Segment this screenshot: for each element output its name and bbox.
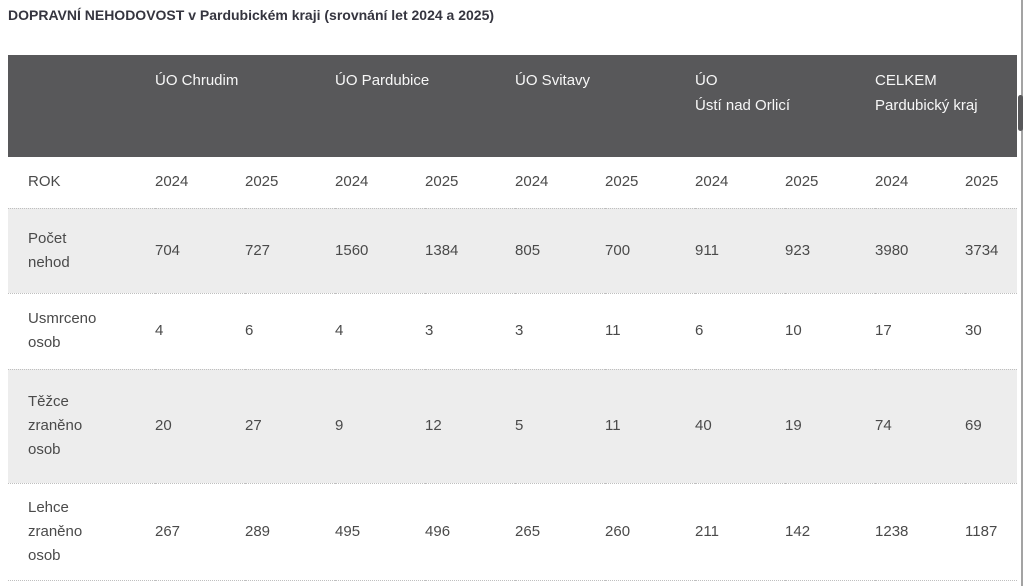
col-group-label: ÚO Svitavy [515,72,591,89]
value-cell: 30 [965,292,1017,369]
year-cell: 2024 [875,157,966,208]
col-group-svitavy: ÚO Svitavy [515,55,696,157]
year-cell: 2025 [965,157,1017,208]
value-cell: 496 [425,482,516,581]
value-cell: 142 [785,482,876,581]
year-cell: 2024 [155,157,245,208]
year-cell: 2024 [335,157,426,208]
col-group-celkem: CELKEM Pardubický kraj [875,55,1017,157]
row-label: Usmrceno osob [8,292,155,369]
value-cell: 40 [695,368,786,483]
year-cell: 2024 [515,157,606,208]
value-cell: 3734 [965,207,1017,293]
table-row-tezce-zraneno-osob: Těžce zraněno osob 20 27 9 12 5 11 40 19… [8,368,1017,483]
value-cell: 3 [425,292,516,369]
value-cell: 805 [515,207,606,293]
accidents-table: ÚO Chrudim ÚO Pardubice ÚO Svitavy ÚO Ús… [8,55,1017,581]
row-label: Těžce zraněno osob [8,368,155,483]
col-group-usti-nad-orlici: ÚO Ústí nad Orlicí [695,55,876,157]
value-cell: 11 [605,368,696,483]
value-cell: 3980 [875,207,966,293]
year-cell: 2025 [245,157,336,208]
table-row-usmrceno-osob: Usmrceno osob 4 6 4 3 3 11 6 10 17 30 [8,292,1017,369]
col-group-label: ÚO Chrudim [155,72,239,89]
value-cell: 700 [605,207,696,293]
header-row: ÚO Chrudim ÚO Pardubice ÚO Svitavy ÚO Ús… [8,55,1017,157]
col-group-label: ÚO [695,72,718,89]
corner-cell [8,55,155,157]
col-group-chrudim: ÚO Chrudim [155,55,336,157]
value-cell: 12 [425,368,516,483]
year-cell: 2025 [785,157,876,208]
col-group-pardubice: ÚO Pardubice [335,55,516,157]
value-cell: 211 [695,482,786,581]
value-cell: 1384 [425,207,516,293]
value-cell: 6 [695,292,786,369]
value-cell: 1238 [875,482,966,581]
value-cell: 3 [515,292,606,369]
value-cell: 19 [785,368,876,483]
value-cell: 1187 [965,482,1017,581]
value-cell: 260 [605,482,696,581]
value-cell: 727 [245,207,336,293]
value-cell: 10 [785,292,876,369]
accidents-table-wrapper: ÚO Chrudim ÚO Pardubice ÚO Svitavy ÚO Ús… [8,55,1017,586]
value-cell: 20 [155,368,245,483]
row-label: Počet nehod [8,207,155,293]
col-group-label: CELKEM [875,72,937,89]
value-cell: 911 [695,207,786,293]
table-row-pocet-nehod: Počet nehod 704 727 1560 1384 805 700 91… [8,207,1017,293]
value-cell: 9 [335,368,426,483]
col-group-label: ÚO Pardubice [335,72,430,89]
year-cell: 2024 [695,157,786,208]
value-cell: 17 [875,292,966,369]
value-cell: 11 [605,292,696,369]
year-cell: 2025 [425,157,516,208]
value-cell: 74 [875,368,966,483]
col-group-label: Pardubický kraj [875,97,978,114]
year-cell: 2025 [605,157,696,208]
row-label: Lehce zraněno osob [8,482,155,581]
value-cell: 267 [155,482,245,581]
value-cell: 495 [335,482,426,581]
scrollbar-track[interactable] [1021,0,1023,586]
value-cell: 1560 [335,207,426,293]
table-row-lehce-zraneno-osob: Lehce zraněno osob 267 289 495 496 265 2… [8,482,1017,581]
year-row: ROK 2024 2025 2024 2025 2024 2025 2024 2… [8,157,1017,208]
value-cell: 4 [155,292,245,369]
value-cell: 27 [245,368,336,483]
value-cell: 69 [965,368,1017,483]
page-title: DOPRAVNÍ NEHODOVOST v Pardubickém kraji … [8,7,495,23]
value-cell: 704 [155,207,245,293]
row-label: ROK [8,157,155,208]
value-cell: 6 [245,292,336,369]
scrollbar-thumb[interactable] [1018,95,1023,131]
value-cell: 289 [245,482,336,581]
value-cell: 5 [515,368,606,483]
col-group-label: Ústí nad Orlicí [695,97,791,114]
value-cell: 4 [335,292,426,369]
value-cell: 265 [515,482,606,581]
value-cell: 923 [785,207,876,293]
